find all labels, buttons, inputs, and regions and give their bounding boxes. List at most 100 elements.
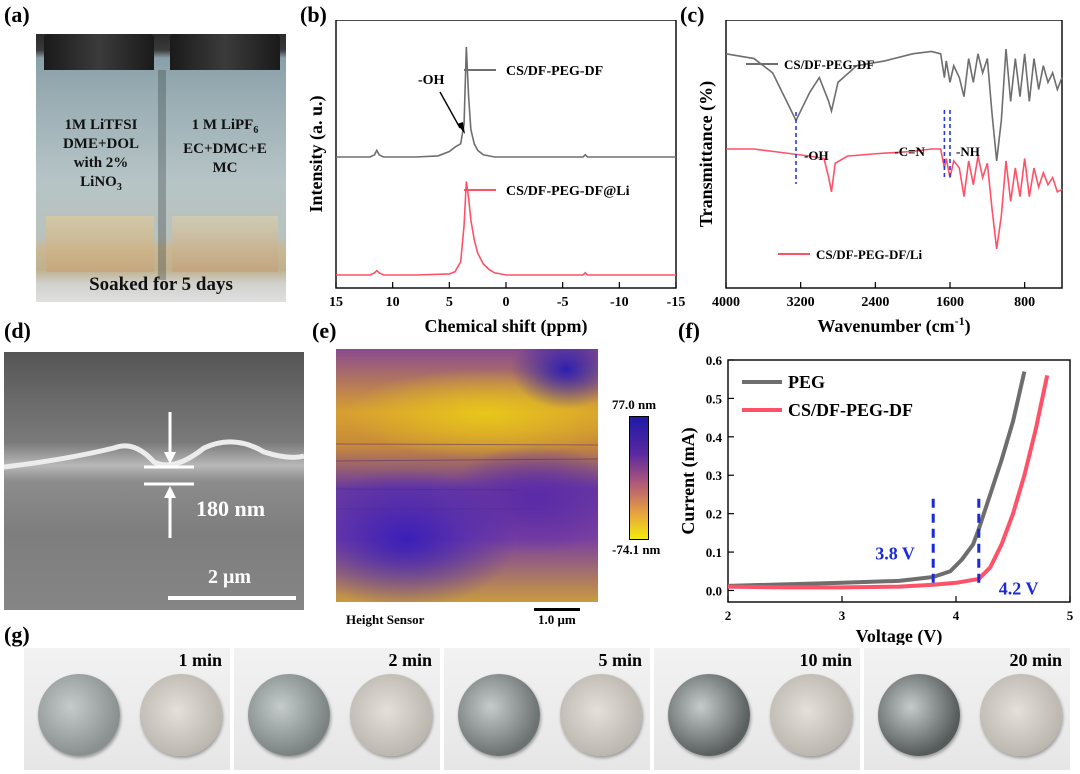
x-tick-label: -10 <box>610 295 629 310</box>
y-axis-label: Intensity (a. u.) <box>306 95 327 212</box>
legend-label: PEG <box>788 372 825 392</box>
panel-label-f: (f) <box>678 318 700 343</box>
afm-streaks <box>336 443 598 510</box>
x-tick-label: 4 <box>953 608 960 623</box>
disk-photo: 1 min <box>24 648 230 770</box>
series-line <box>725 48 1063 161</box>
vial-right-line: MC <box>212 160 238 176</box>
vial-gap <box>158 70 166 280</box>
panel-label-b: (b) <box>300 2 327 27</box>
time-label: 2 min <box>388 650 432 670</box>
voltage-label: 3.8 V <box>875 544 915 564</box>
legend-label: CS/DF-PEG-DF <box>506 64 603 79</box>
lithium-disk-reference <box>770 674 852 756</box>
x-tick-label: 2400 <box>861 295 889 310</box>
arrow-head-icon <box>457 122 465 134</box>
lithium-disk-coated <box>458 674 540 756</box>
vial-right-sub: 6 <box>253 125 259 136</box>
time-label: 1 min <box>178 650 222 670</box>
lithium-disk-coated <box>668 674 750 756</box>
vial-right-line: EC+DMC+E <box>183 141 267 157</box>
x-tick-label: 15 <box>329 295 343 310</box>
voltage-label: 4.2 V <box>999 578 1039 598</box>
panel-label-c: (c) <box>680 2 705 27</box>
x-tick-label: 3 <box>839 608 846 623</box>
disk-photo: 2 min <box>234 648 440 770</box>
band-label: -OH <box>804 148 829 163</box>
colorbar-max: 77.0 nm <box>612 397 657 412</box>
lsv-chart: 2 3 4 5 0.0 0.1 0.2 0.3 0.4 0.5 0.6 Voltage (V) Curr… <box>680 353 1074 645</box>
y-tick-label: 0.4 <box>706 430 723 445</box>
vial-cap-left <box>44 34 154 70</box>
disk-photo: 5 min <box>444 648 650 770</box>
y-tick-label: 0.6 <box>706 353 723 368</box>
band-label: -NH <box>956 144 980 159</box>
afm-height-map <box>336 349 598 602</box>
vial-photo: 1M LiTFSI DME+DOL with 2% LiNO3 1 M LiPF… <box>36 34 286 302</box>
x-tick-label: 4000 <box>712 295 740 310</box>
time-label: 20 min <box>1009 650 1062 670</box>
y-axis-label: Current (mA) <box>680 427 699 534</box>
legend-label: CS/DF-PEG-DF <box>784 57 874 72</box>
afm-colorbar <box>629 416 649 540</box>
panel-label-a: (a) <box>4 2 30 27</box>
sem-image: 180 nm 2 μm <box>4 352 304 610</box>
vial-liquid-right <box>172 216 278 272</box>
x-axis-label: Voltage (V) <box>856 626 943 645</box>
x-tick-label: 5 <box>446 295 453 310</box>
y-tick-label: 0.3 <box>706 468 723 483</box>
ftir-chart: 4000 3200 2400 1600 800 Wavenumber (cm-1) Tran… <box>696 20 1063 337</box>
lithium-disk-coated <box>878 674 960 756</box>
x-axis-label: Wavenumber (cm-1) <box>817 314 970 337</box>
y-tick-label: 0.5 <box>706 391 723 406</box>
vial-left-line: with 2% <box>73 155 129 171</box>
lithium-disk-coated <box>248 674 330 756</box>
vial-left-line: LiNO3 <box>46 173 156 197</box>
band-label: -C=N <box>894 144 925 159</box>
legend-label: CS/DF-PEG-DF@Li <box>506 184 630 199</box>
x-tick-label: -15 <box>667 295 686 310</box>
afm-scale-label: 1.0 μm <box>538 612 576 627</box>
oh-arrow <box>439 91 461 129</box>
x-tick-label: 800 <box>1014 295 1035 310</box>
legend-label: CS/DF-PEG-DF <box>788 400 913 420</box>
panel-label-e: (e) <box>312 318 337 343</box>
x-tick-label: 3200 <box>787 295 815 310</box>
vial-left-line: 1M LiTFSI <box>64 117 138 133</box>
afm-scale-bar <box>534 608 580 611</box>
sensor-label: Height Sensor <box>346 612 425 627</box>
x-tick-label: 0 <box>503 295 510 310</box>
vial-right-line: 1 M LiPF6 <box>170 116 280 140</box>
series-line <box>336 181 676 276</box>
plot-frame <box>725 20 1063 289</box>
x-tick-label: 1600 <box>936 295 964 310</box>
disk-photo: 10 min <box>654 648 860 770</box>
scale-label: 2 μm <box>208 566 251 588</box>
panel-label-g: (g) <box>4 622 30 647</box>
x-tick-label: 2 <box>725 608 732 623</box>
vial-right-lipf6: 1 M LiPF <box>191 117 254 133</box>
lithium-disk-reference <box>350 674 432 756</box>
series-line <box>727 371 1027 588</box>
legend-label: CS/DF-PEG-DF/Li <box>816 247 923 262</box>
y-tick-label: 0.1 <box>706 545 722 560</box>
y-tick-label: 0.0 <box>706 583 722 598</box>
vial-left-text: 1M LiTFSI DME+DOL with 2% LiNO3 <box>46 116 156 197</box>
series-line <box>336 46 676 158</box>
lithium-disk-reference <box>560 674 642 756</box>
lithium-disk-coated <box>38 674 120 756</box>
x-tick-label: 10 <box>386 295 400 310</box>
vial-liquid-left <box>46 216 154 272</box>
lithium-disk-reference <box>980 674 1062 756</box>
time-label: 5 min <box>598 650 642 670</box>
vial-left-lino3: LiNO <box>80 174 117 190</box>
panel-label-d: (d) <box>4 318 31 343</box>
vial-caption: Soaked for 5 days <box>89 274 233 295</box>
plot-frame <box>335 20 677 289</box>
sem-overlay <box>4 412 304 600</box>
y-tick-label: 0.2 <box>706 507 722 522</box>
disk-photo: 20 min <box>864 648 1070 770</box>
nmr-chart: 15 10 5 0 -5 -10 -15 Chemical shift (ppm) Intens… <box>306 20 686 337</box>
vial-cap-right <box>170 34 280 70</box>
x-tick-label: 5 <box>1067 608 1074 623</box>
